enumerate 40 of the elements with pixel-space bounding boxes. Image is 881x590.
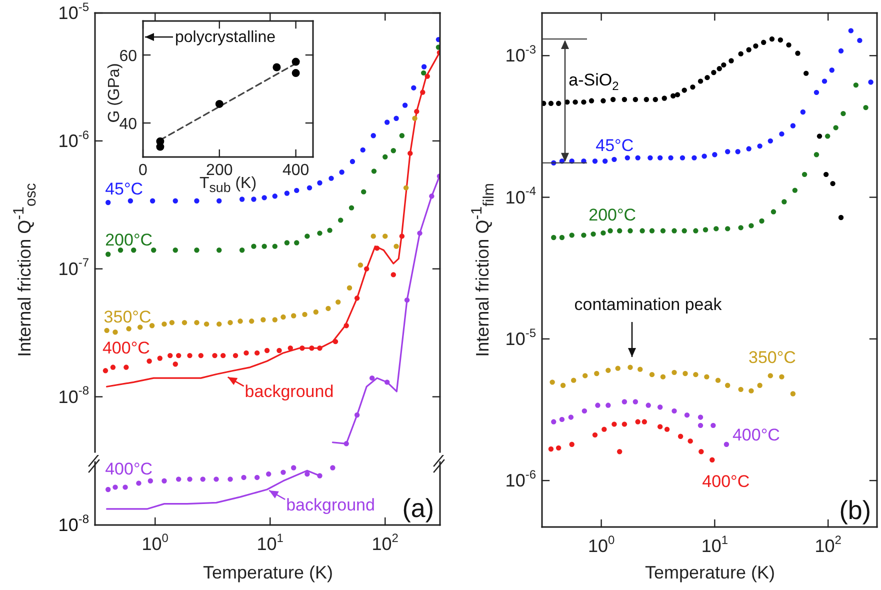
annotation: background [244, 382, 334, 402]
series-label: 350°C [104, 307, 152, 326]
point [241, 474, 246, 480]
point [317, 473, 322, 478]
series-label: 400°C [702, 472, 750, 491]
point [215, 100, 224, 108]
point [214, 476, 219, 482]
series-label: 200°C [588, 206, 636, 224]
point [187, 476, 192, 482]
annotation: (b) [839, 495, 872, 525]
annotation: background [286, 495, 375, 514]
point [291, 465, 296, 470]
point [266, 471, 272, 477]
point [304, 471, 310, 477]
series-label: 350°C [748, 348, 796, 367]
point [330, 465, 336, 470]
x-axis-title: Temperature (K) [644, 562, 776, 584]
point [292, 58, 300, 66]
point [228, 476, 233, 482]
series-label: 45°C [596, 136, 634, 155]
series-label: 45°C [105, 180, 144, 199]
point [272, 63, 281, 72]
x-tick-label: 400 [282, 162, 310, 179]
point [200, 476, 206, 482]
point [148, 478, 154, 484]
point [122, 484, 128, 490]
annotation: contamination peak [574, 295, 722, 314]
point [136, 480, 142, 486]
point [292, 69, 300, 78]
annotation: (a) [402, 493, 434, 523]
series-label: 400°C [732, 425, 780, 444]
x-axis-title: Temperature (K) [202, 562, 334, 584]
series-label: 400°C [102, 338, 150, 358]
x-tick-label: 0 [138, 162, 148, 179]
series-label: 400°C [105, 459, 153, 478]
y-tick-label: 60 [119, 48, 138, 65]
point [176, 476, 182, 482]
annotation: polycrystalline [175, 29, 276, 46]
point [162, 478, 167, 484]
series-label: 200°C [105, 230, 153, 250]
